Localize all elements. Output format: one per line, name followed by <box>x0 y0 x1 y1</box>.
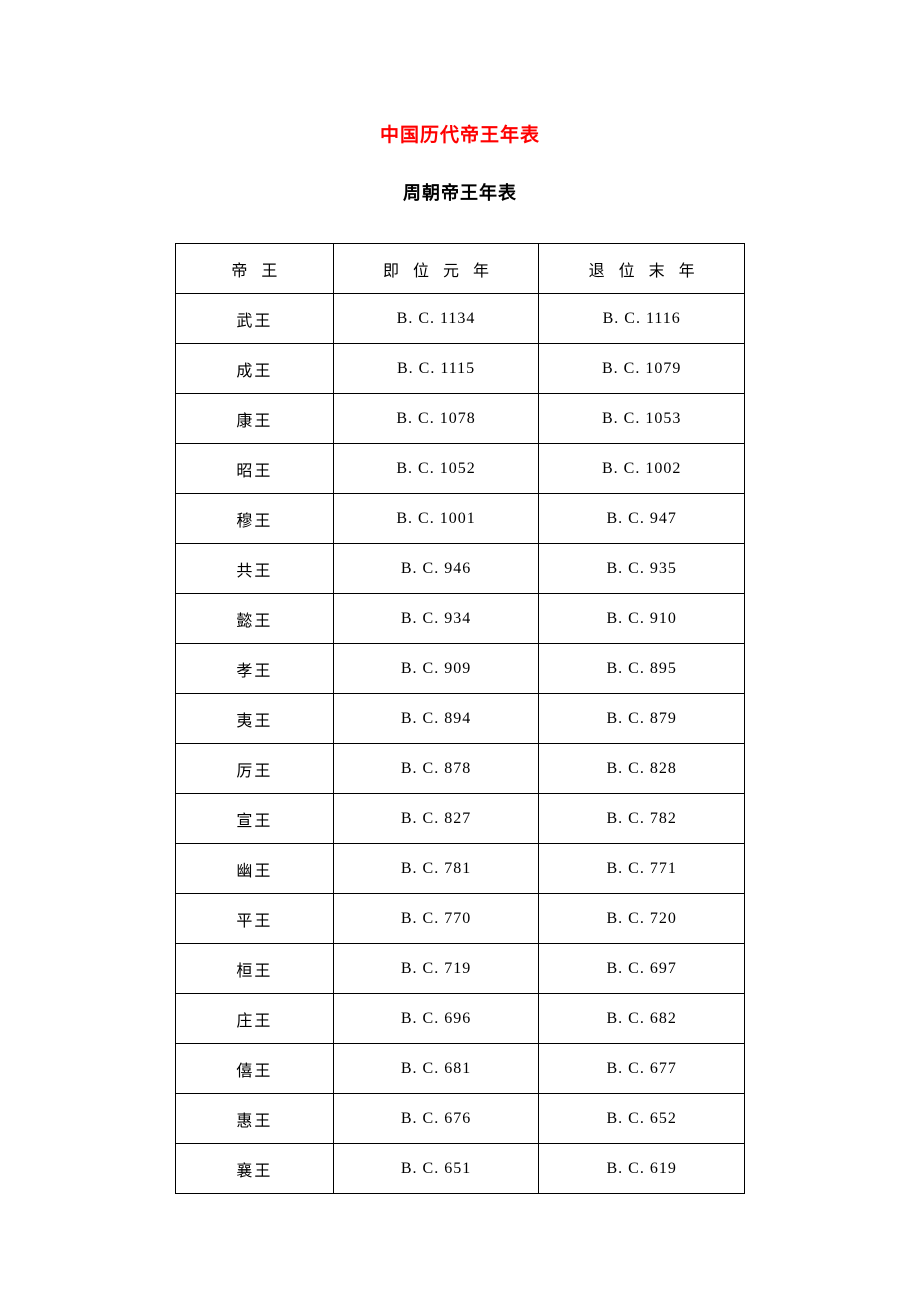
table-row: 共王B. C. 946B. C. 935 <box>176 544 745 594</box>
table-row: 襄王B. C. 651B. C. 619 <box>176 1144 745 1194</box>
start-year-cell: B. C. 676 <box>333 1094 539 1144</box>
end-year-cell: B. C. 720 <box>539 894 745 944</box>
table-row: 平王B. C. 770B. C. 720 <box>176 894 745 944</box>
table-row: 宣王B. C. 827B. C. 782 <box>176 794 745 844</box>
end-year-cell: B. C. 771 <box>539 844 745 894</box>
table-header-row: 帝王 即位元年 退位末年 <box>176 244 745 294</box>
table-container: 帝王 即位元年 退位末年 武王B. C. 1134B. C. 1116成王B. … <box>175 243 745 1194</box>
start-year-cell: B. C. 696 <box>333 994 539 1044</box>
table-row: 惠王B. C. 676B. C. 652 <box>176 1094 745 1144</box>
table-row: 僖王B. C. 681B. C. 677 <box>176 1044 745 1094</box>
emperor-cell: 孝王 <box>176 644 334 694</box>
col-emperor: 帝王 <box>176 244 334 294</box>
start-year-cell: B. C. 827 <box>333 794 539 844</box>
start-year-cell: B. C. 946 <box>333 544 539 594</box>
end-year-cell: B. C. 782 <box>539 794 745 844</box>
table-row: 孝王B. C. 909B. C. 895 <box>176 644 745 694</box>
start-year-cell: B. C. 878 <box>333 744 539 794</box>
table-row: 武王B. C. 1134B. C. 1116 <box>176 294 745 344</box>
emperor-cell: 武王 <box>176 294 334 344</box>
start-year-cell: B. C. 1052 <box>333 444 539 494</box>
end-year-cell: B. C. 697 <box>539 944 745 994</box>
table-row: 成王B. C. 1115B. C. 1079 <box>176 344 745 394</box>
emperor-cell: 懿王 <box>176 594 334 644</box>
end-year-cell: B. C. 1053 <box>539 394 745 444</box>
sub-title: 周朝帝王年表 <box>0 179 920 205</box>
start-year-cell: B. C. 770 <box>333 894 539 944</box>
emperor-cell: 穆王 <box>176 494 334 544</box>
emperor-cell: 惠王 <box>176 1094 334 1144</box>
table-row: 桓王B. C. 719B. C. 697 <box>176 944 745 994</box>
emperor-cell: 昭王 <box>176 444 334 494</box>
emperor-cell: 共王 <box>176 544 334 594</box>
end-year-cell: B. C. 1116 <box>539 294 745 344</box>
emperor-table: 帝王 即位元年 退位末年 武王B. C. 1134B. C. 1116成王B. … <box>175 243 745 1194</box>
emperor-cell: 僖王 <box>176 1044 334 1094</box>
end-year-cell: B. C. 1002 <box>539 444 745 494</box>
col-end-year: 退位末年 <box>539 244 745 294</box>
start-year-cell: B. C. 934 <box>333 594 539 644</box>
table-row: 幽王B. C. 781B. C. 771 <box>176 844 745 894</box>
table-row: 昭王B. C. 1052B. C. 1002 <box>176 444 745 494</box>
end-year-cell: B. C. 682 <box>539 994 745 1044</box>
emperor-cell: 康王 <box>176 394 334 444</box>
main-title: 中国历代帝王年表 <box>0 120 920 147</box>
emperor-cell: 成王 <box>176 344 334 394</box>
start-year-cell: B. C. 1001 <box>333 494 539 544</box>
end-year-cell: B. C. 879 <box>539 694 745 744</box>
col-start-year: 即位元年 <box>333 244 539 294</box>
start-year-cell: B. C. 894 <box>333 694 539 744</box>
end-year-cell: B. C. 910 <box>539 594 745 644</box>
start-year-cell: B. C. 1115 <box>333 344 539 394</box>
end-year-cell: B. C. 652 <box>539 1094 745 1144</box>
start-year-cell: B. C. 781 <box>333 844 539 894</box>
start-year-cell: B. C. 719 <box>333 944 539 994</box>
table-row: 穆王B. C. 1001B. C. 947 <box>176 494 745 544</box>
table-row: 庄王B. C. 696B. C. 682 <box>176 994 745 1044</box>
start-year-cell: B. C. 1134 <box>333 294 539 344</box>
emperor-cell: 厉王 <box>176 744 334 794</box>
emperor-cell: 庄王 <box>176 994 334 1044</box>
end-year-cell: B. C. 619 <box>539 1144 745 1194</box>
end-year-cell: B. C. 947 <box>539 494 745 544</box>
emperor-cell: 夷王 <box>176 694 334 744</box>
start-year-cell: B. C. 651 <box>333 1144 539 1194</box>
end-year-cell: B. C. 895 <box>539 644 745 694</box>
start-year-cell: B. C. 681 <box>333 1044 539 1094</box>
emperor-cell: 桓王 <box>176 944 334 994</box>
start-year-cell: B. C. 909 <box>333 644 539 694</box>
table-row: 懿王B. C. 934B. C. 910 <box>176 594 745 644</box>
table-row: 康王B. C. 1078B. C. 1053 <box>176 394 745 444</box>
end-year-cell: B. C. 828 <box>539 744 745 794</box>
start-year-cell: B. C. 1078 <box>333 394 539 444</box>
end-year-cell: B. C. 935 <box>539 544 745 594</box>
end-year-cell: B. C. 1079 <box>539 344 745 394</box>
emperor-cell: 平王 <box>176 894 334 944</box>
table-row: 厉王B. C. 878B. C. 828 <box>176 744 745 794</box>
emperor-cell: 宣王 <box>176 794 334 844</box>
end-year-cell: B. C. 677 <box>539 1044 745 1094</box>
emperor-cell: 幽王 <box>176 844 334 894</box>
table-row: 夷王B. C. 894B. C. 879 <box>176 694 745 744</box>
emperor-cell: 襄王 <box>176 1144 334 1194</box>
